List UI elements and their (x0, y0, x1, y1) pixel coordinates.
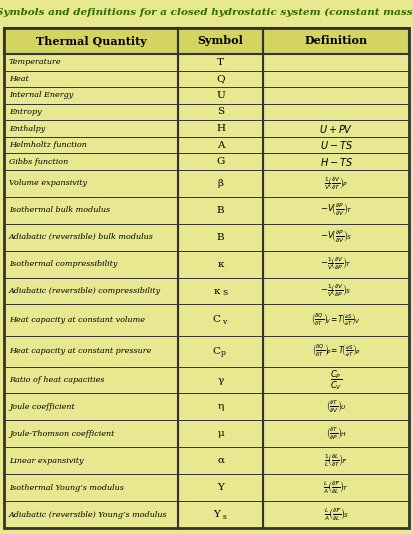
Text: $\left(\frac{\partial T}{\partial V}\right)_{\!U}$: $\left(\frac{\partial T}{\partial V}\rig… (325, 399, 347, 415)
Text: G: G (216, 157, 225, 166)
Text: Adiabatic (reversible) compressibility: Adiabatic (reversible) compressibility (9, 287, 161, 295)
FancyBboxPatch shape (4, 304, 409, 335)
FancyBboxPatch shape (4, 120, 409, 137)
Text: Temperature: Temperature (9, 58, 62, 66)
Text: Linear expansivity: Linear expansivity (9, 457, 83, 465)
Text: $\frac{L}{A}\!\left(\frac{\partial \mathcal{F}}{\partial L}\right)_{\!S}$: $\frac{L}{A}\!\left(\frac{\partial \math… (324, 506, 349, 523)
Text: Y: Y (213, 510, 220, 519)
FancyBboxPatch shape (4, 170, 409, 197)
FancyBboxPatch shape (4, 87, 409, 104)
Text: Enthalpy: Enthalpy (9, 124, 45, 132)
Text: Gibbs function: Gibbs function (9, 158, 68, 166)
Text: Y: Y (217, 483, 224, 492)
Text: T: T (217, 58, 224, 67)
Text: S: S (222, 289, 227, 297)
FancyBboxPatch shape (4, 224, 409, 250)
Text: Heat: Heat (9, 75, 29, 83)
FancyBboxPatch shape (4, 394, 409, 420)
FancyBboxPatch shape (4, 447, 409, 474)
Text: Joule coefficient: Joule coefficient (9, 403, 75, 411)
Text: $\left(\frac{\delta Q}{\delta T}\right)_{\!P}\!=T\!\left(\frac{\partial S}{\part: $\left(\frac{\delta Q}{\delta T}\right)_… (312, 343, 361, 359)
Text: Definition: Definition (304, 35, 368, 46)
Text: $\left(\frac{\delta Q}{\delta T}\right)_{\!V}\!=T\!\left(\frac{\partial S}{\part: $\left(\frac{\delta Q}{\delta T}\right)_… (311, 311, 361, 328)
Text: $-\frac{1}{V}\!\left(\frac{\partial V}{\partial P}\right)_{\!S}$: $-\frac{1}{V}\!\left(\frac{\partial V}{\… (320, 283, 352, 299)
Text: B: B (217, 233, 225, 242)
Text: $-V\!\left(\frac{\partial P}{\partial V}\right)_{\!S}$: $-V\!\left(\frac{\partial P}{\partial V}… (320, 229, 352, 246)
Text: Ratio of heat capacities: Ratio of heat capacities (9, 376, 104, 384)
Text: A: A (217, 140, 224, 150)
Text: U: U (216, 91, 225, 100)
Text: Q: Q (216, 74, 225, 83)
Text: Volume expansivity: Volume expansivity (9, 179, 87, 187)
Text: s: s (223, 513, 227, 521)
Text: β: β (218, 179, 224, 188)
Text: Isothermal bulk modulus: Isothermal bulk modulus (9, 206, 110, 214)
FancyBboxPatch shape (4, 70, 409, 87)
Text: Heat capacity at constant volume: Heat capacity at constant volume (9, 316, 145, 324)
Text: $\mathit{H - TS}$: $\mathit{H - TS}$ (320, 155, 353, 168)
Text: Adiabatic (reversible) Young’s modulus: Adiabatic (reversible) Young’s modulus (9, 511, 168, 519)
FancyBboxPatch shape (4, 54, 409, 70)
Text: Symbols and definitions for a closed hydrostatic system (constant mass): Symbols and definitions for a closed hyd… (0, 8, 413, 17)
Text: Helmholtz function: Helmholtz function (9, 141, 87, 149)
FancyBboxPatch shape (4, 104, 409, 120)
Text: $\mathit{U + PV}$: $\mathit{U + PV}$ (319, 122, 353, 135)
Text: Internal Energy: Internal Energy (9, 91, 73, 99)
FancyBboxPatch shape (4, 420, 409, 447)
Text: $-\frac{1}{V}\!\left(\frac{\partial V}{\partial P}\right)_{\!T}$: $-\frac{1}{V}\!\left(\frac{\partial V}{\… (320, 256, 352, 272)
Text: $\left(\frac{\partial T}{\partial P}\right)_{\!H}$: $\left(\frac{\partial T}{\partial P}\rig… (326, 426, 347, 442)
Text: $\frac{L}{A}\!\left(\frac{\partial \mathcal{F}}{\partial L}\right)_{\!T}$: $\frac{L}{A}\!\left(\frac{\partial \math… (323, 480, 349, 496)
Text: Symbol: Symbol (198, 35, 244, 46)
FancyBboxPatch shape (4, 335, 409, 366)
Text: C: C (213, 347, 221, 356)
Text: $\mathit{U - TS}$: $\mathit{U - TS}$ (320, 139, 353, 151)
FancyBboxPatch shape (4, 366, 409, 394)
Text: μ: μ (217, 429, 224, 438)
Text: $-V\!\left(\frac{\partial P}{\partial V}\right)_{\!T}$: $-V\!\left(\frac{\partial P}{\partial V}… (320, 202, 352, 218)
FancyBboxPatch shape (4, 153, 409, 170)
Text: $\frac{1}{V}\!\left(\frac{\partial V}{\partial T}\right)_{\!P}$: $\frac{1}{V}\!\left(\frac{\partial V}{\p… (324, 175, 348, 192)
Text: γ: γ (218, 375, 224, 384)
Text: $\dfrac{C_P}{C_V}$: $\dfrac{C_P}{C_V}$ (330, 368, 342, 392)
Text: Isothermal Young’s modulus: Isothermal Young’s modulus (9, 484, 124, 492)
Text: α: α (217, 456, 224, 465)
Text: Isothermal compressibility: Isothermal compressibility (9, 260, 117, 268)
Text: v: v (221, 318, 226, 326)
FancyBboxPatch shape (4, 197, 409, 224)
Text: Joule-Thomson coefficient: Joule-Thomson coefficient (9, 430, 114, 438)
Text: κ: κ (217, 260, 224, 269)
Text: H: H (216, 124, 225, 133)
FancyBboxPatch shape (4, 501, 409, 528)
FancyBboxPatch shape (4, 137, 409, 153)
Text: $\frac{1}{L}\!\left(\frac{\partial L}{\partial T}\right)_{\!\mathcal{F}}$: $\frac{1}{L}\!\left(\frac{\partial L}{\p… (324, 452, 348, 469)
FancyBboxPatch shape (4, 250, 409, 278)
Text: B: B (217, 206, 225, 215)
Text: η: η (218, 403, 224, 411)
FancyBboxPatch shape (4, 28, 409, 54)
Text: κ: κ (214, 287, 220, 295)
Text: Heat capacity at constant pressure: Heat capacity at constant pressure (9, 347, 152, 355)
Text: C: C (213, 316, 221, 325)
Text: Thermal Quantity: Thermal Quantity (36, 35, 147, 46)
Text: S: S (217, 107, 224, 116)
FancyBboxPatch shape (4, 474, 409, 501)
Text: p: p (221, 349, 226, 357)
Text: Adiabatic (reversible) bulk modulus: Adiabatic (reversible) bulk modulus (9, 233, 154, 241)
FancyBboxPatch shape (4, 278, 409, 304)
Text: Entropy: Entropy (9, 108, 42, 116)
